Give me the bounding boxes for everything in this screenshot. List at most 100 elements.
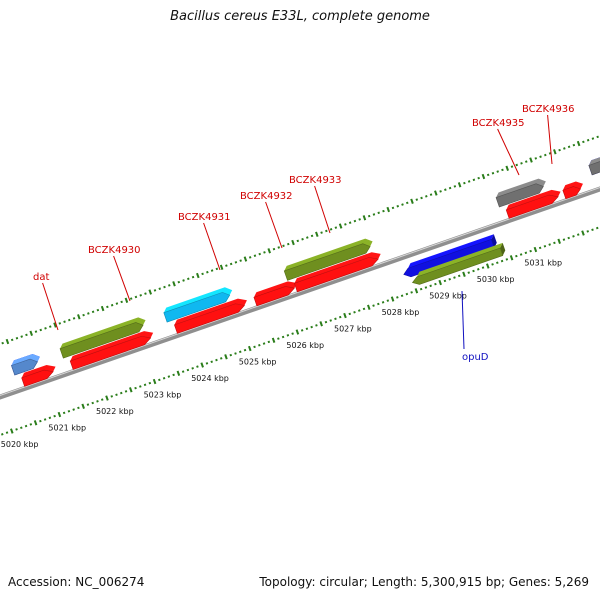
track-major-tick	[414, 288, 419, 294]
track-minor-tick	[463, 181, 466, 185]
feature-outline	[588, 156, 600, 176]
track-major-tick	[5, 338, 10, 345]
track-minor-tick	[544, 153, 547, 157]
feature-top-face	[284, 238, 373, 271]
track-minor-tick	[586, 138, 590, 142]
feature-body	[403, 239, 495, 277]
track-minor-tick	[515, 254, 518, 258]
track-major-tick	[129, 387, 133, 393]
track-minor-tick	[472, 178, 476, 182]
track-minor-tick	[215, 267, 219, 271]
feature-body	[174, 303, 245, 334]
label-leader-line	[42, 282, 59, 331]
track-minor-tick	[291, 332, 294, 335]
reverse-tick-track	[0, 226, 599, 436]
track-minor-tick	[120, 300, 123, 304]
track-minor-tick	[334, 226, 338, 229]
feature-BCZK4933-cds	[293, 252, 381, 293]
track-minor-tick	[477, 176, 480, 180]
track-minor-tick	[91, 310, 95, 314]
track-minor-tick	[382, 209, 385, 213]
track-minor-tick	[510, 165, 514, 168]
track-minor-tick	[377, 211, 380, 215]
feature-outline	[505, 194, 559, 219]
track-minor-tick	[491, 263, 494, 266]
track-minor-tick	[10, 338, 14, 342]
track-major-tick	[81, 403, 85, 409]
track-minor-tick	[500, 259, 504, 263]
feature-BCZK4931-cds	[174, 298, 247, 334]
track-minor-tick	[439, 190, 442, 193]
track-minor-tick	[134, 295, 138, 299]
track-minor-tick	[39, 419, 42, 423]
scale-labels: 5020 kbp 5021 kbp 5022 kbp 5023 kbp 5024 kbp…	[1, 259, 562, 450]
track-minor-tick	[353, 310, 356, 314]
track-major-tick	[410, 198, 414, 204]
track-minor-tick	[353, 219, 357, 223]
track-minor-tick	[548, 243, 551, 246]
feature-BCZK4932-cds	[253, 281, 297, 307]
scale-tick-label: 5025 kbp	[239, 358, 277, 367]
gene-label-BCZK4932: BCZK4932	[240, 191, 293, 202]
track-minor-tick	[410, 291, 413, 294]
scale-tick-label: 5031 kbp	[524, 259, 562, 268]
track-minor-tick	[310, 234, 314, 238]
track-minor-tick	[225, 264, 228, 267]
track-minor-tick	[405, 201, 409, 205]
track-minor-tick	[44, 327, 47, 330]
gene-labels: dat BCZK4930 BCZK4931 BCZK4932 BCZK4933 BCZK4…	[33, 104, 575, 363]
track-minor-tick	[305, 327, 309, 330]
track-major-tick	[319, 321, 323, 327]
track-minor-tick	[29, 423, 33, 426]
track-minor-tick	[43, 418, 47, 421]
track-minor-tick	[110, 303, 114, 307]
track-minor-tick	[548, 152, 552, 155]
track-minor-tick	[448, 277, 451, 281]
feature-body	[284, 243, 371, 281]
track-minor-tick	[401, 203, 404, 206]
gene-label-BCZK4935: BCZK4935	[472, 118, 525, 129]
track-minor-tick	[110, 395, 114, 398]
track-minor-tick	[405, 292, 409, 296]
track-minor-tick	[100, 398, 104, 401]
track-minor-tick	[162, 376, 166, 380]
feature-BCZK4931-gene	[163, 287, 233, 323]
track-major-tick	[295, 329, 300, 335]
track-minor-tick	[15, 428, 18, 431]
feature-body	[562, 186, 581, 199]
feature-dat-cds	[21, 364, 56, 387]
track-minor-tick	[72, 317, 76, 320]
feature-outline	[411, 247, 504, 285]
track-minor-tick	[453, 276, 456, 279]
scale-tick-label: 5021 kbp	[48, 424, 86, 433]
track-major-tick	[219, 264, 224, 270]
track-minor-tick	[15, 336, 19, 340]
track-major-tick	[576, 140, 581, 147]
track-minor-tick	[201, 272, 204, 276]
feature-side-face	[500, 242, 506, 256]
track-minor-tick	[34, 330, 38, 333]
track-major-tick	[124, 297, 129, 303]
track-major-tick	[243, 256, 248, 262]
track-minor-tick	[529, 249, 532, 253]
track-minor-tick	[358, 218, 361, 221]
track-minor-tick	[267, 340, 271, 344]
track-major-tick	[533, 246, 538, 253]
track-minor-tick	[338, 315, 342, 319]
track-minor-tick	[320, 231, 323, 234]
track-minor-tick	[48, 325, 52, 328]
track-minor-tick	[448, 186, 452, 190]
track-minor-tick	[234, 261, 238, 264]
track-minor-tick	[419, 287, 423, 291]
track-major-tick	[462, 271, 466, 277]
feature-top-face	[163, 287, 233, 313]
scale-tick-label: 5024 kbp	[191, 374, 229, 383]
label-leader-line	[497, 128, 520, 176]
track-minor-tick	[348, 221, 352, 224]
track-minor-tick	[153, 289, 157, 292]
track-minor-tick	[67, 409, 71, 413]
feature-BCZK4935-cds	[505, 189, 561, 219]
feature-outline	[495, 183, 544, 208]
track-minor-tick	[567, 236, 570, 240]
